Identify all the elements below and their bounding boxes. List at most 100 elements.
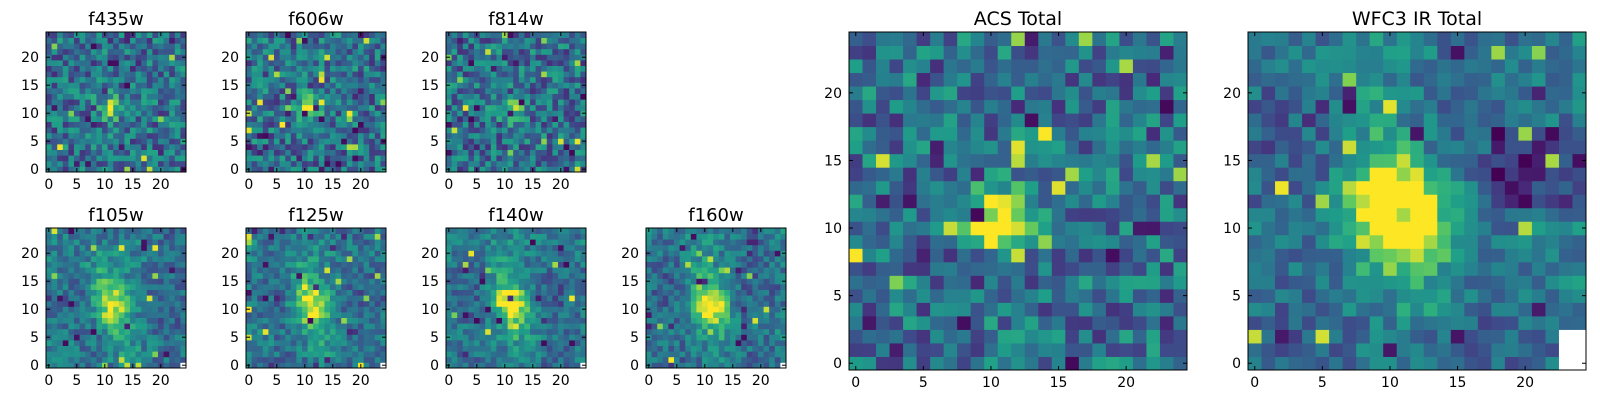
heatmap-cell xyxy=(889,248,904,263)
heatmap-cell xyxy=(135,116,142,122)
heatmap-cell xyxy=(62,295,69,302)
heatmap-cell xyxy=(513,362,520,369)
heatmap-cell xyxy=(158,261,164,268)
heatmap-cell xyxy=(352,54,359,61)
heatmap-cell xyxy=(541,132,548,139)
x-tick-label: 10 xyxy=(296,373,314,389)
heatmap-cell xyxy=(474,284,480,290)
heatmap-cell xyxy=(113,312,120,318)
heatmap-cell xyxy=(552,356,559,363)
heatmap-cell xyxy=(758,233,764,240)
heatmap-cell xyxy=(174,166,181,173)
heatmap-cell xyxy=(984,207,999,222)
heatmap-cell xyxy=(96,267,103,274)
heatmap-cell xyxy=(518,328,525,335)
heatmap-cell xyxy=(85,82,92,89)
heatmap-cell xyxy=(862,234,877,249)
heatmap-cell xyxy=(724,356,731,363)
heatmap-cell xyxy=(152,32,159,38)
heatmap-cell xyxy=(1038,234,1053,249)
heatmap-cell xyxy=(335,250,342,257)
heatmap-cell xyxy=(741,233,748,240)
heatmap-cell xyxy=(518,144,525,150)
heatmap-cell xyxy=(462,356,469,363)
heatmap-cell xyxy=(85,93,92,100)
heatmap-cell xyxy=(346,328,353,335)
heatmap-cell xyxy=(158,160,164,167)
heatmap-cell xyxy=(285,104,292,111)
heatmap-cell xyxy=(485,43,492,50)
heatmap-cell xyxy=(446,127,452,134)
heatmap-cell xyxy=(490,256,497,262)
heatmap-cell xyxy=(307,43,314,50)
heatmap-cell xyxy=(518,121,525,128)
heatmap-cell xyxy=(313,110,320,117)
heatmap-cell xyxy=(679,300,686,307)
heatmap-cell xyxy=(502,149,508,156)
heatmap-cell xyxy=(135,323,142,330)
heatmap-cell xyxy=(651,317,658,324)
heatmap-cell xyxy=(324,138,331,145)
heatmap-cell xyxy=(96,60,103,66)
heatmap-cell xyxy=(146,32,153,38)
heatmap-cell xyxy=(457,267,464,274)
heatmap-cell xyxy=(163,250,170,257)
heatmap-cell xyxy=(290,60,297,66)
heatmap-cell xyxy=(457,228,464,234)
heatmap-cell xyxy=(141,351,148,358)
heatmap-cell xyxy=(285,121,292,128)
heatmap-cell xyxy=(324,65,331,72)
heatmap-cell xyxy=(657,306,664,313)
heatmap-cell xyxy=(485,295,492,302)
heatmap-cell xyxy=(146,323,153,330)
heatmap-cell xyxy=(374,306,381,313)
heatmap-cell xyxy=(1132,234,1147,249)
heatmap-cell xyxy=(530,93,536,100)
heatmap-cell xyxy=(369,239,376,246)
heatmap-cell xyxy=(146,160,153,167)
heatmap-cell xyxy=(274,284,280,290)
heatmap-cell xyxy=(302,300,308,307)
heatmap-cell xyxy=(1011,180,1026,195)
heatmap-cell xyxy=(546,340,553,346)
heatmap-cell xyxy=(113,37,120,44)
heatmap-cell xyxy=(496,317,503,324)
heatmap-cell xyxy=(369,334,376,341)
heatmap-cell xyxy=(57,323,64,330)
heatmap-cell xyxy=(668,317,675,324)
heatmap-cell xyxy=(524,99,531,106)
heatmap-cell xyxy=(696,340,703,346)
heatmap-cell xyxy=(324,166,331,173)
heatmap-cell xyxy=(302,144,308,150)
heatmap-cell xyxy=(530,345,536,352)
heatmap-cell xyxy=(352,284,359,290)
heatmap-cell xyxy=(1051,167,1066,182)
heatmap-cell xyxy=(580,267,587,274)
heatmap-cell xyxy=(1159,302,1174,317)
heatmap-cell xyxy=(1105,342,1120,357)
heatmap-cell xyxy=(507,233,514,240)
heatmap-cell xyxy=(107,65,114,72)
heatmap-cell xyxy=(90,138,97,145)
heatmap-cell xyxy=(118,138,125,145)
heatmap-cell xyxy=(330,267,336,274)
heatmap-cell xyxy=(713,261,720,268)
heatmap-cell xyxy=(251,110,258,117)
heatmap-cell xyxy=(541,272,548,279)
heatmap-cell xyxy=(68,233,75,240)
heatmap-cell xyxy=(530,43,536,50)
heatmap-cell xyxy=(313,166,320,173)
heatmap-cell xyxy=(457,110,464,117)
heatmap-cell xyxy=(341,149,348,156)
heatmap-cell xyxy=(535,155,542,162)
heatmap-cell xyxy=(479,362,486,369)
heatmap-cell xyxy=(502,272,508,279)
heatmap-cell xyxy=(102,267,108,274)
heatmap-cell xyxy=(152,300,159,307)
heatmap-cell xyxy=(730,340,736,346)
heatmap-cell xyxy=(246,312,252,318)
heatmap-cell xyxy=(90,149,97,156)
heatmap-cell xyxy=(369,138,376,145)
heatmap-cell xyxy=(62,284,69,290)
heatmap-cell xyxy=(118,351,125,358)
